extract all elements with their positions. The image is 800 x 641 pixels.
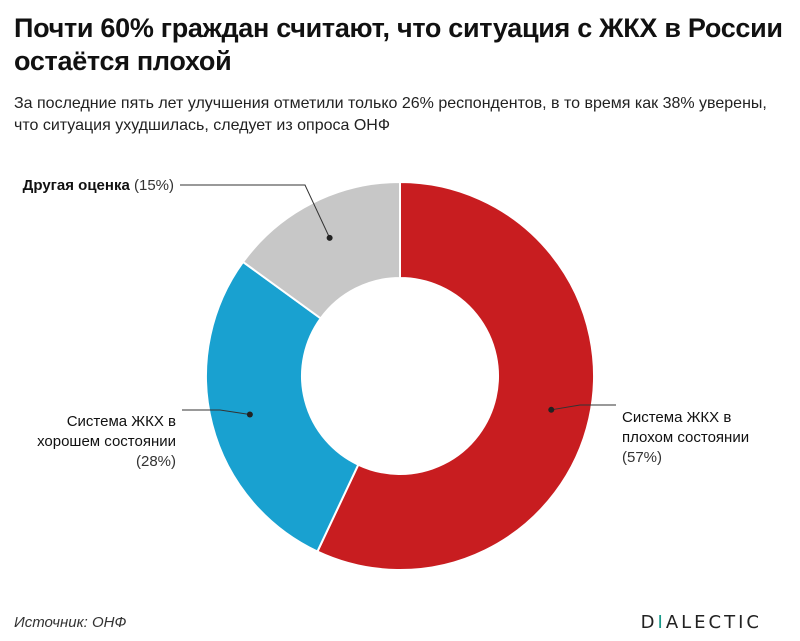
donut-slice-1	[205, 260, 360, 553]
leader-line-2	[180, 184, 331, 239]
chart-title: Почти 60% граждан считают, что ситуация …	[14, 13, 783, 76]
slice-pct-1: (28%)	[136, 453, 176, 470]
leader-dot-2	[326, 234, 333, 241]
brand-logo: DIALECTIC	[641, 612, 762, 633]
slice-label-1-line-1: хорошем состоянии	[37, 433, 176, 450]
brand-logo-accent: I	[657, 612, 666, 633]
slice-label-1-line-0: Система ЖКХ в	[67, 413, 176, 430]
donut-slice-2	[241, 180, 401, 320]
source-note: Источник: ОНФ	[14, 614, 127, 631]
slice-label-2: Другая оценка (15%)	[23, 177, 174, 194]
leader-line-1	[182, 409, 250, 416]
leader-line-0	[551, 404, 616, 411]
slice-label-0-line-0: Система ЖКХ в	[622, 409, 731, 426]
leader-dot-0	[548, 406, 555, 413]
slice-label-0-line-1: плохом состоянии	[622, 429, 749, 446]
brand-logo-suffix: ALECTIC	[665, 612, 762, 633]
chart-subtitle: За последние пять лет улучшения отметили…	[14, 95, 767, 134]
brand-logo-prefix: D	[640, 612, 658, 633]
slice-pct-0: (57%)	[622, 449, 662, 466]
donut-slice-0	[316, 180, 595, 571]
leader-dot-1	[246, 411, 253, 418]
